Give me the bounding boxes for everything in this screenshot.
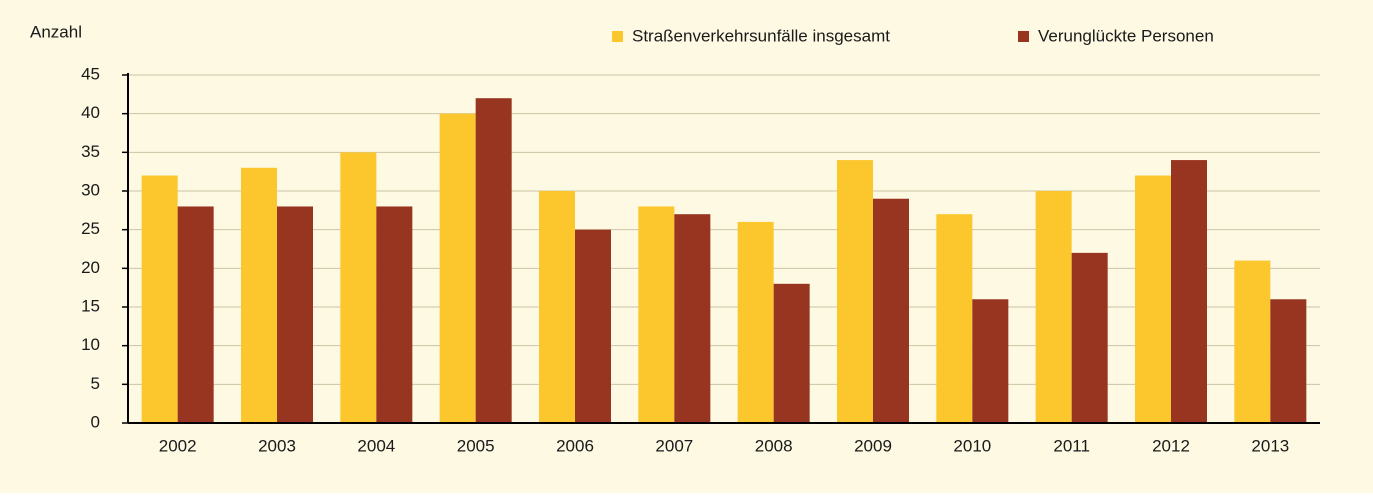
- bar: [340, 152, 377, 424]
- y-tick-label: 5: [91, 374, 100, 393]
- y-tick-label: 25: [81, 219, 100, 238]
- y-tick-label: 45: [81, 64, 100, 83]
- bar: [1035, 191, 1072, 423]
- y-tick-label: 35: [81, 142, 100, 161]
- bar: [674, 214, 711, 423]
- y-tick-label: 15: [81, 296, 100, 315]
- bar: [1270, 299, 1307, 423]
- bar: [837, 160, 873, 424]
- y-axis-label: Anzahl: [30, 22, 82, 41]
- bar: [873, 198, 909, 423]
- bar: [1135, 175, 1171, 423]
- x-tick-label: 2009: [854, 436, 892, 455]
- y-tick-label: 0: [91, 412, 100, 431]
- bar: [1171, 160, 1207, 424]
- y-tick-label: 30: [81, 180, 100, 199]
- x-tick-label: 2005: [457, 436, 495, 455]
- bar: [638, 206, 675, 423]
- y-tick-label: 20: [81, 258, 100, 277]
- bar: [475, 98, 512, 423]
- x-tick-label: 2008: [755, 436, 793, 455]
- bar: [376, 206, 413, 423]
- legend-label: Verunglückte Personen: [1038, 26, 1214, 45]
- x-tick-label: 2010: [953, 436, 991, 455]
- bar: [177, 206, 214, 423]
- bar: [539, 191, 575, 423]
- bar: [575, 229, 611, 423]
- x-tick-label: 2012: [1152, 436, 1190, 455]
- bar: [936, 214, 973, 423]
- legend-swatch: [1018, 31, 1029, 42]
- x-tick-label: 2002: [159, 436, 197, 455]
- bar: [773, 283, 810, 423]
- y-tick-label: 40: [81, 103, 100, 122]
- x-tick-label: 2003: [258, 436, 296, 455]
- legend-label: Straßenverkehrsunfälle insgesamt: [632, 26, 890, 45]
- x-tick-label: 2004: [357, 436, 395, 455]
- bar: [141, 175, 178, 423]
- legend-swatch: [612, 31, 623, 42]
- x-tick-label: 2006: [556, 436, 594, 455]
- bar: [737, 221, 774, 423]
- y-tick-label: 10: [81, 335, 100, 354]
- bar: [1071, 252, 1108, 423]
- bar: [439, 113, 476, 424]
- x-tick-label: 2007: [655, 436, 693, 455]
- bar: [972, 299, 1009, 423]
- x-tick-label: 2013: [1251, 436, 1289, 455]
- bar: [277, 206, 313, 423]
- x-tick-label: 2011: [1053, 436, 1090, 455]
- bar: [241, 167, 277, 423]
- bar: [1234, 260, 1271, 423]
